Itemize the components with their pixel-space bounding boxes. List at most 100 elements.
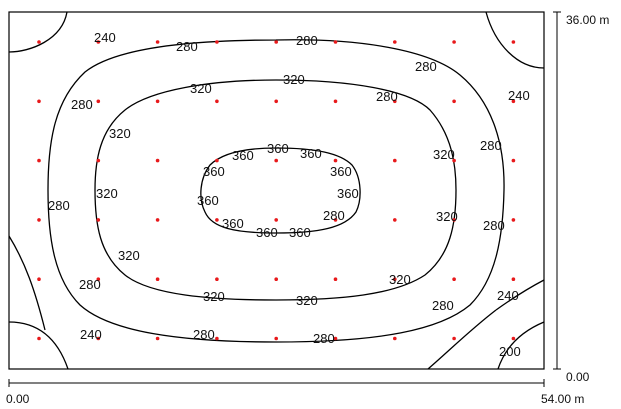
contour-360-ring xyxy=(200,147,361,234)
contour-240-bottom-left xyxy=(8,321,69,370)
grid-point xyxy=(96,277,101,282)
contour-label: 360 xyxy=(267,141,289,156)
contour-label: 280 xyxy=(176,39,198,54)
contour-label: 320 xyxy=(203,289,225,304)
y-axis-min-label: 0.00 xyxy=(566,370,590,384)
contour-240-top-left xyxy=(8,11,68,53)
grid-point xyxy=(452,40,456,44)
grid-point xyxy=(274,277,279,282)
grid-point xyxy=(333,158,338,163)
grid-point xyxy=(37,99,41,104)
contour-label: 360 xyxy=(222,216,244,231)
contour-label: 280 xyxy=(193,327,215,342)
grid-point xyxy=(96,40,101,44)
grid-point xyxy=(215,99,219,104)
plot-frame xyxy=(8,11,545,370)
contour-label: 240 xyxy=(94,30,116,45)
grid-point xyxy=(96,218,101,222)
contour-label: 320 xyxy=(190,81,212,96)
contour-label: 360 xyxy=(203,164,225,179)
grid-point xyxy=(96,158,101,163)
y-axis: 36.00 m 0.00 xyxy=(553,11,609,384)
contour-label: 280 xyxy=(313,331,335,346)
grid-point xyxy=(333,277,338,282)
contour-label: 280 xyxy=(296,33,318,48)
contour-label: 360 xyxy=(330,164,352,179)
contour-lines xyxy=(8,11,545,370)
grid-point xyxy=(274,218,279,222)
contour-label: 320 xyxy=(118,248,140,263)
grid-point xyxy=(215,158,219,163)
contour-240-bottom-right xyxy=(495,279,545,311)
contour-320-ring xyxy=(94,79,457,301)
contour-280-ring xyxy=(47,39,505,343)
contour-label: 280 xyxy=(432,298,454,313)
grid-point xyxy=(155,99,160,104)
grid-point xyxy=(155,277,160,282)
grid-point xyxy=(274,99,279,104)
grid-point xyxy=(274,158,279,163)
contour-label: 280 xyxy=(79,277,101,292)
contour-label: 240 xyxy=(497,288,519,303)
grid-point xyxy=(96,99,101,104)
grid-point xyxy=(155,336,160,341)
grid-point xyxy=(393,277,397,282)
contour-label: 280 xyxy=(415,59,437,74)
contour-label: 280 xyxy=(48,198,70,213)
grid-point xyxy=(215,336,219,341)
contour-label: 280 xyxy=(71,97,93,112)
grid-point xyxy=(393,158,397,163)
grid-point xyxy=(511,158,516,163)
contour-label: 280 xyxy=(376,89,398,104)
x-axis: 0.00 54.00 m xyxy=(6,379,584,406)
grid-point xyxy=(393,40,397,44)
contour-240-top-right xyxy=(485,11,545,69)
contour-label: 320 xyxy=(389,272,411,287)
y-axis-max-label: 36.00 m xyxy=(566,13,609,27)
contour-label: 360 xyxy=(337,186,359,201)
contour-label: 280 xyxy=(323,208,345,223)
grid-point xyxy=(274,336,279,341)
grid-point xyxy=(37,218,41,222)
contour-240-left xyxy=(8,235,46,331)
grid-point xyxy=(155,158,160,163)
contour-label: 200 xyxy=(499,344,521,359)
grid-point xyxy=(511,277,516,282)
x-axis-min-label: 0.00 xyxy=(6,392,30,406)
contour-label: 360 xyxy=(197,193,219,208)
contour-labels: 240 280 280 280 240 280 320 320 280 240 … xyxy=(48,30,530,359)
contour-label: 360 xyxy=(256,225,278,240)
contour-far-bottom-right xyxy=(427,309,497,370)
grid-point xyxy=(511,218,516,222)
grid-point xyxy=(393,218,397,222)
contour-label: 320 xyxy=(296,293,318,308)
grid-point xyxy=(215,218,219,222)
calculation-grid-points xyxy=(37,40,516,341)
contour-label: 320 xyxy=(109,126,131,141)
grid-point xyxy=(96,336,101,341)
contour-label: 280 xyxy=(483,218,505,233)
grid-point xyxy=(333,218,338,222)
grid-point xyxy=(37,336,41,341)
grid-point xyxy=(393,336,397,341)
grid-point xyxy=(215,277,219,282)
contour-label: 360 xyxy=(289,225,311,240)
grid-point xyxy=(274,40,279,44)
contour-label: 360 xyxy=(300,146,322,161)
contour-label: 320 xyxy=(96,186,118,201)
contour-200-bottom-right xyxy=(497,321,545,370)
grid-point xyxy=(452,158,456,163)
grid-point xyxy=(37,158,41,163)
contour-label: 320 xyxy=(283,72,305,87)
grid-point xyxy=(155,40,160,44)
grid-point xyxy=(333,99,338,104)
x-axis-max-label: 54.00 m xyxy=(541,392,584,406)
contour-label: 240 xyxy=(508,88,530,103)
grid-point xyxy=(215,40,219,44)
grid-point xyxy=(393,99,397,104)
grid-point xyxy=(333,40,338,44)
contour-label: 320 xyxy=(436,209,458,224)
grid-point xyxy=(37,277,41,282)
contour-label: 360 xyxy=(232,148,254,163)
